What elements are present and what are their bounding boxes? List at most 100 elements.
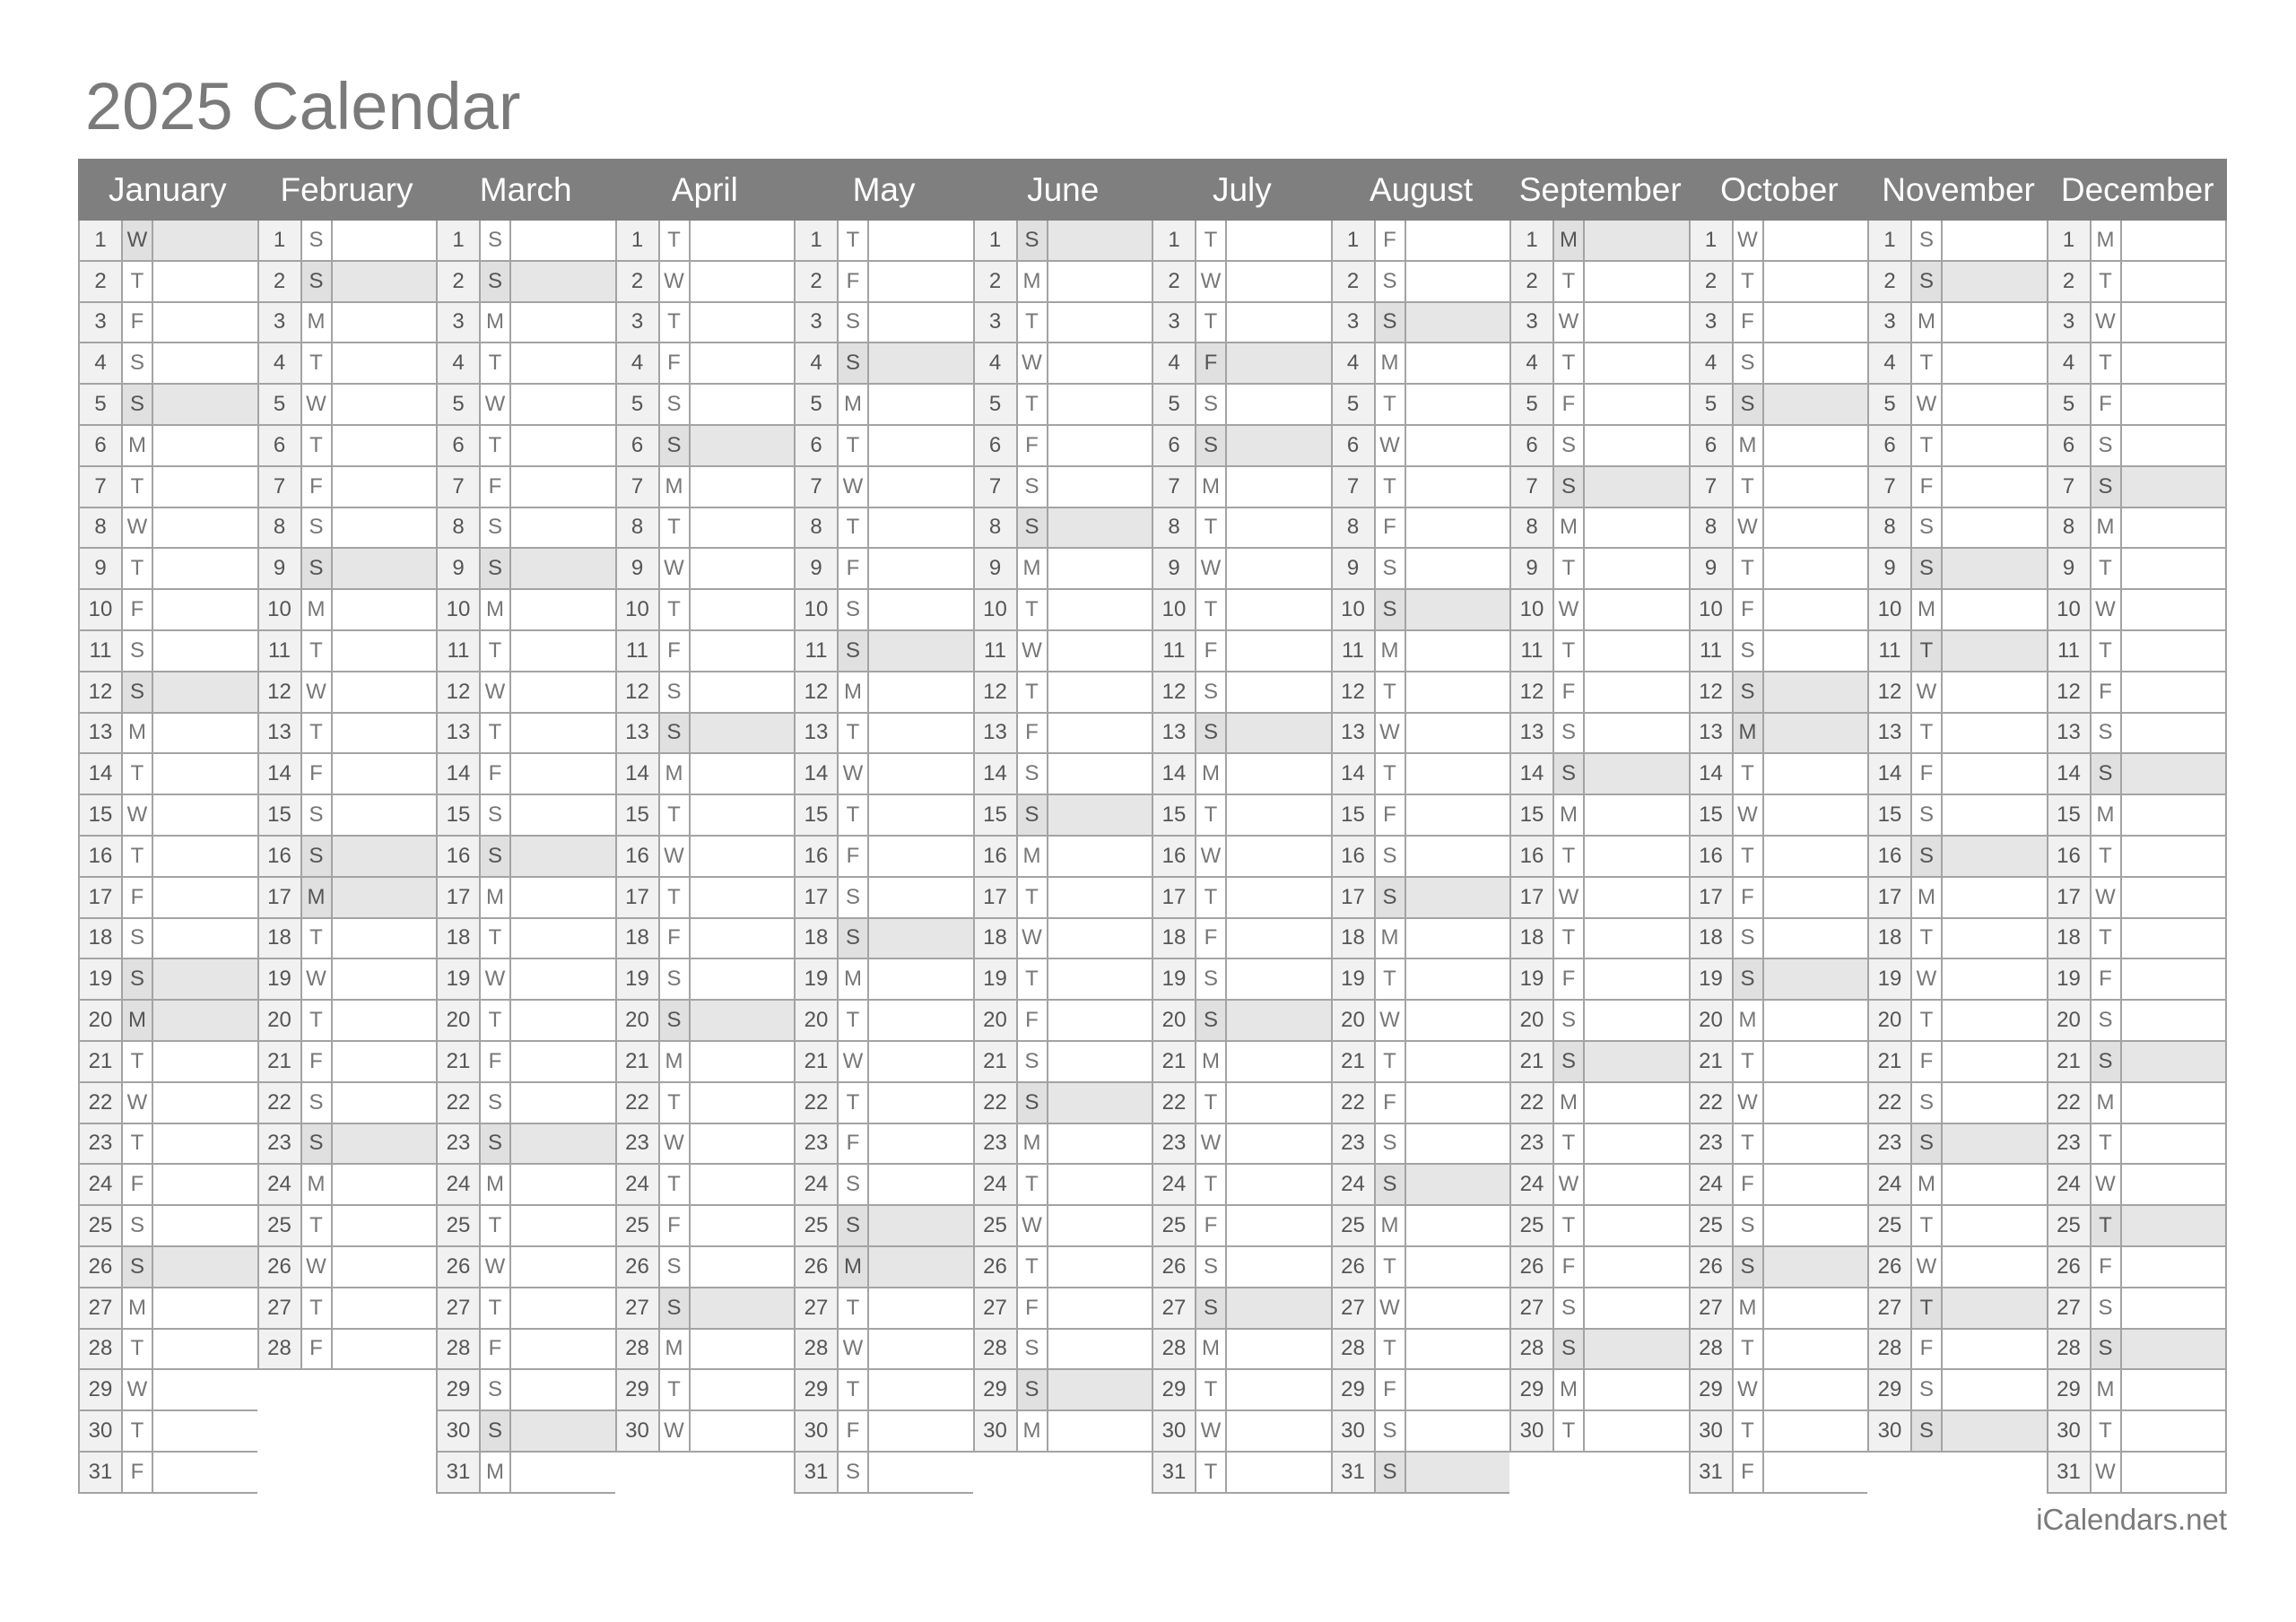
day-row: 10 [796,590,973,631]
weekday-cell [1912,1246,1943,1287]
note-cell [1764,754,1868,794]
day-row: 20 [80,1001,257,1042]
day-number: 20 [258,1001,302,1040]
weekday-letter: S [301,261,331,303]
weekday-cell [302,507,333,548]
day-row: 6 [258,425,436,467]
day-row: 4 [258,343,436,386]
day-number: 10 [1690,590,1734,629]
weekday-cell [1734,836,1764,876]
weekday-letter: T [2091,1206,2120,1247]
weekday-letter: T [1204,884,1218,909]
day-row: 10 [1332,590,1509,631]
day-row: 18 [1153,918,1331,960]
note-cell [869,426,973,465]
day-number: 6 [80,425,123,465]
day-number: 14 [80,754,123,794]
day-number: 29 [2048,1370,2092,1410]
day-row: 16 [1332,836,1509,878]
day-row: 8 [1153,507,1331,550]
weekday-cell [1376,466,1406,507]
day-number: 31 [1153,1452,1196,1492]
weekday-cell [1734,507,1764,548]
day-number: 17 [1869,877,1912,917]
weekday-letter: W [1737,515,1758,540]
weekday-letter: T [2099,556,2112,581]
weekday-cell [839,221,869,260]
weekday-cell [123,1329,153,1369]
day-number: 5 [974,385,1018,424]
weekday-cell [123,302,153,343]
weekday-letter: S [1024,473,1039,499]
note-cell [1227,549,1331,588]
day-number: 7 [1869,466,1912,507]
weekday-cell [302,1001,333,1040]
note-cell [1048,959,1152,999]
day-row: 7 [1690,466,1867,508]
weekday-cell [481,1288,511,1328]
day-row: 11 [1869,630,2047,672]
day-row: 13 [1690,713,1867,755]
weekday-cell [2092,836,2122,876]
weekday-letter: M [665,761,683,786]
note-cell [2121,1329,2225,1369]
weekday-cell [123,1123,153,1164]
day-row: 31 [2048,1452,2225,1494]
day-row: 27 [438,1288,615,1330]
note-cell [1405,302,1509,343]
weekday-letter: S [309,1089,324,1115]
weekday-cell [1912,713,1943,753]
day-number: 15 [80,795,123,835]
day-row: 15 [616,795,794,837]
weekday-letter: T [1383,392,1396,417]
note-cell [1227,1042,1331,1081]
weekday-letter: W [126,1377,148,1402]
note-cell [1943,795,2047,835]
day-number: 15 [1511,795,1554,835]
weekday-letter: T [1204,1377,1218,1402]
weekday-letter: T [1741,268,1754,293]
day-row: 16 [1869,836,2047,878]
weekday-letter: M [307,597,326,622]
weekday-cell [1018,261,1048,301]
day-row: 12 [1153,672,1331,714]
weekday-cell [123,590,153,629]
weekday-cell [1734,1411,1764,1451]
weekday-cell [1554,713,1585,753]
day-number: 8 [2048,507,2092,548]
day-row: 30 [2048,1411,2225,1453]
day-row: 1 [438,221,615,262]
note-cell [1764,631,1868,671]
day-number: 24 [1869,1165,1912,1205]
page-title: 2025 Calendar [85,69,521,143]
day-number: 20 [1511,1001,1554,1040]
weekday-letter: W [1379,720,1400,745]
day-number: 7 [1153,466,1196,507]
day-number: 28 [80,1329,123,1369]
weekday-letter: W [1200,556,1222,581]
note-cell [511,426,615,465]
note-cell [1764,343,1868,383]
weekday-cell [481,672,511,712]
weekday-cell [1912,221,1943,260]
weekday-cell [1018,302,1048,343]
day-number: 6 [974,425,1018,465]
day-row: 1 [2048,221,2225,262]
weekday-letter: S [1561,1008,1576,1033]
day-number: 25 [2048,1206,2092,1245]
day-row: 30 [616,1411,794,1453]
weekday-cell [1554,221,1585,260]
weekday-letter: M [2096,802,2115,828]
day-number: 10 [80,590,123,629]
day-row: 23 [2048,1123,2225,1166]
weekday-cell [2092,221,2122,260]
weekday-cell [1376,302,1406,343]
day-number: 14 [1511,754,1554,794]
weekday-cell [1376,1165,1406,1205]
day-row: 17 [1690,877,1867,919]
weekday-letter: M [1560,1089,1578,1115]
note-cell [1585,590,1689,629]
day-number: 25 [1511,1206,1554,1245]
day-row: 9 [1690,549,1867,591]
note-cell [333,631,437,671]
